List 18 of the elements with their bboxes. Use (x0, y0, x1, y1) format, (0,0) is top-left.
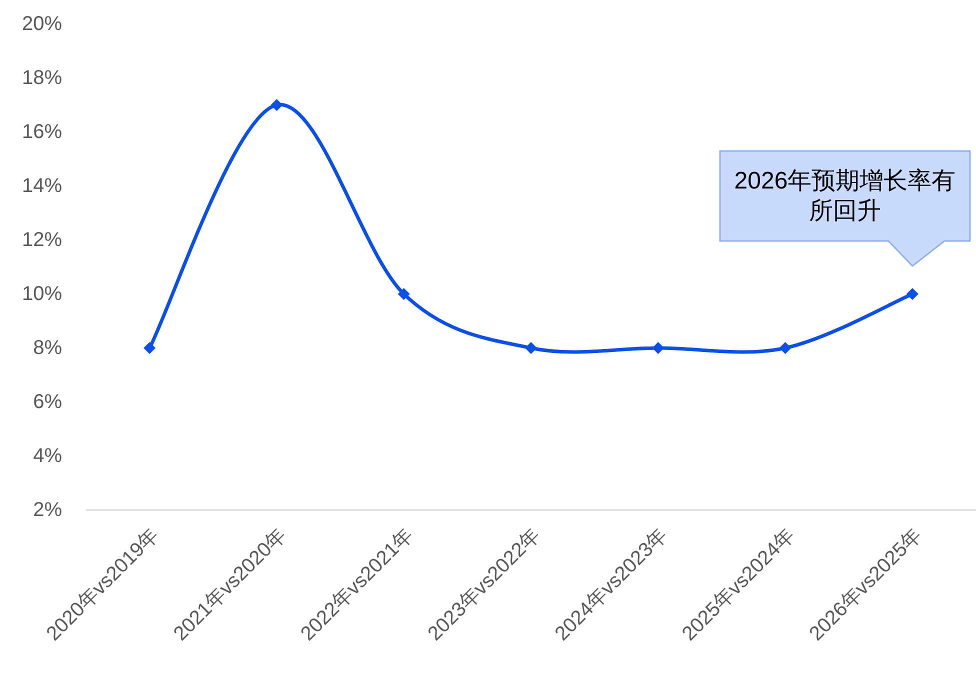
point (652, 342, 664, 354)
y-tick-label: 4% (33, 445, 62, 467)
annotation: 2026年预期增长率有所回升 (734, 168, 956, 224)
y-tick-label: 20% (22, 13, 62, 35)
point (779, 342, 792, 354)
point (906, 288, 918, 300)
point (270, 99, 283, 111)
y-tick-label: 18% (22, 67, 62, 89)
y-tick-label: 12% (22, 229, 62, 251)
y-tick-label: 8% (33, 337, 62, 359)
y-tick-label: 2% (33, 499, 62, 521)
y-tick-label: 6% (33, 391, 62, 413)
y-tick-label: 14% (22, 175, 62, 197)
y-tick-label: 16% (22, 121, 62, 143)
point (144, 342, 156, 354)
y-tick-label: 10% (22, 283, 62, 305)
point (398, 288, 410, 300)
point (525, 342, 537, 354)
